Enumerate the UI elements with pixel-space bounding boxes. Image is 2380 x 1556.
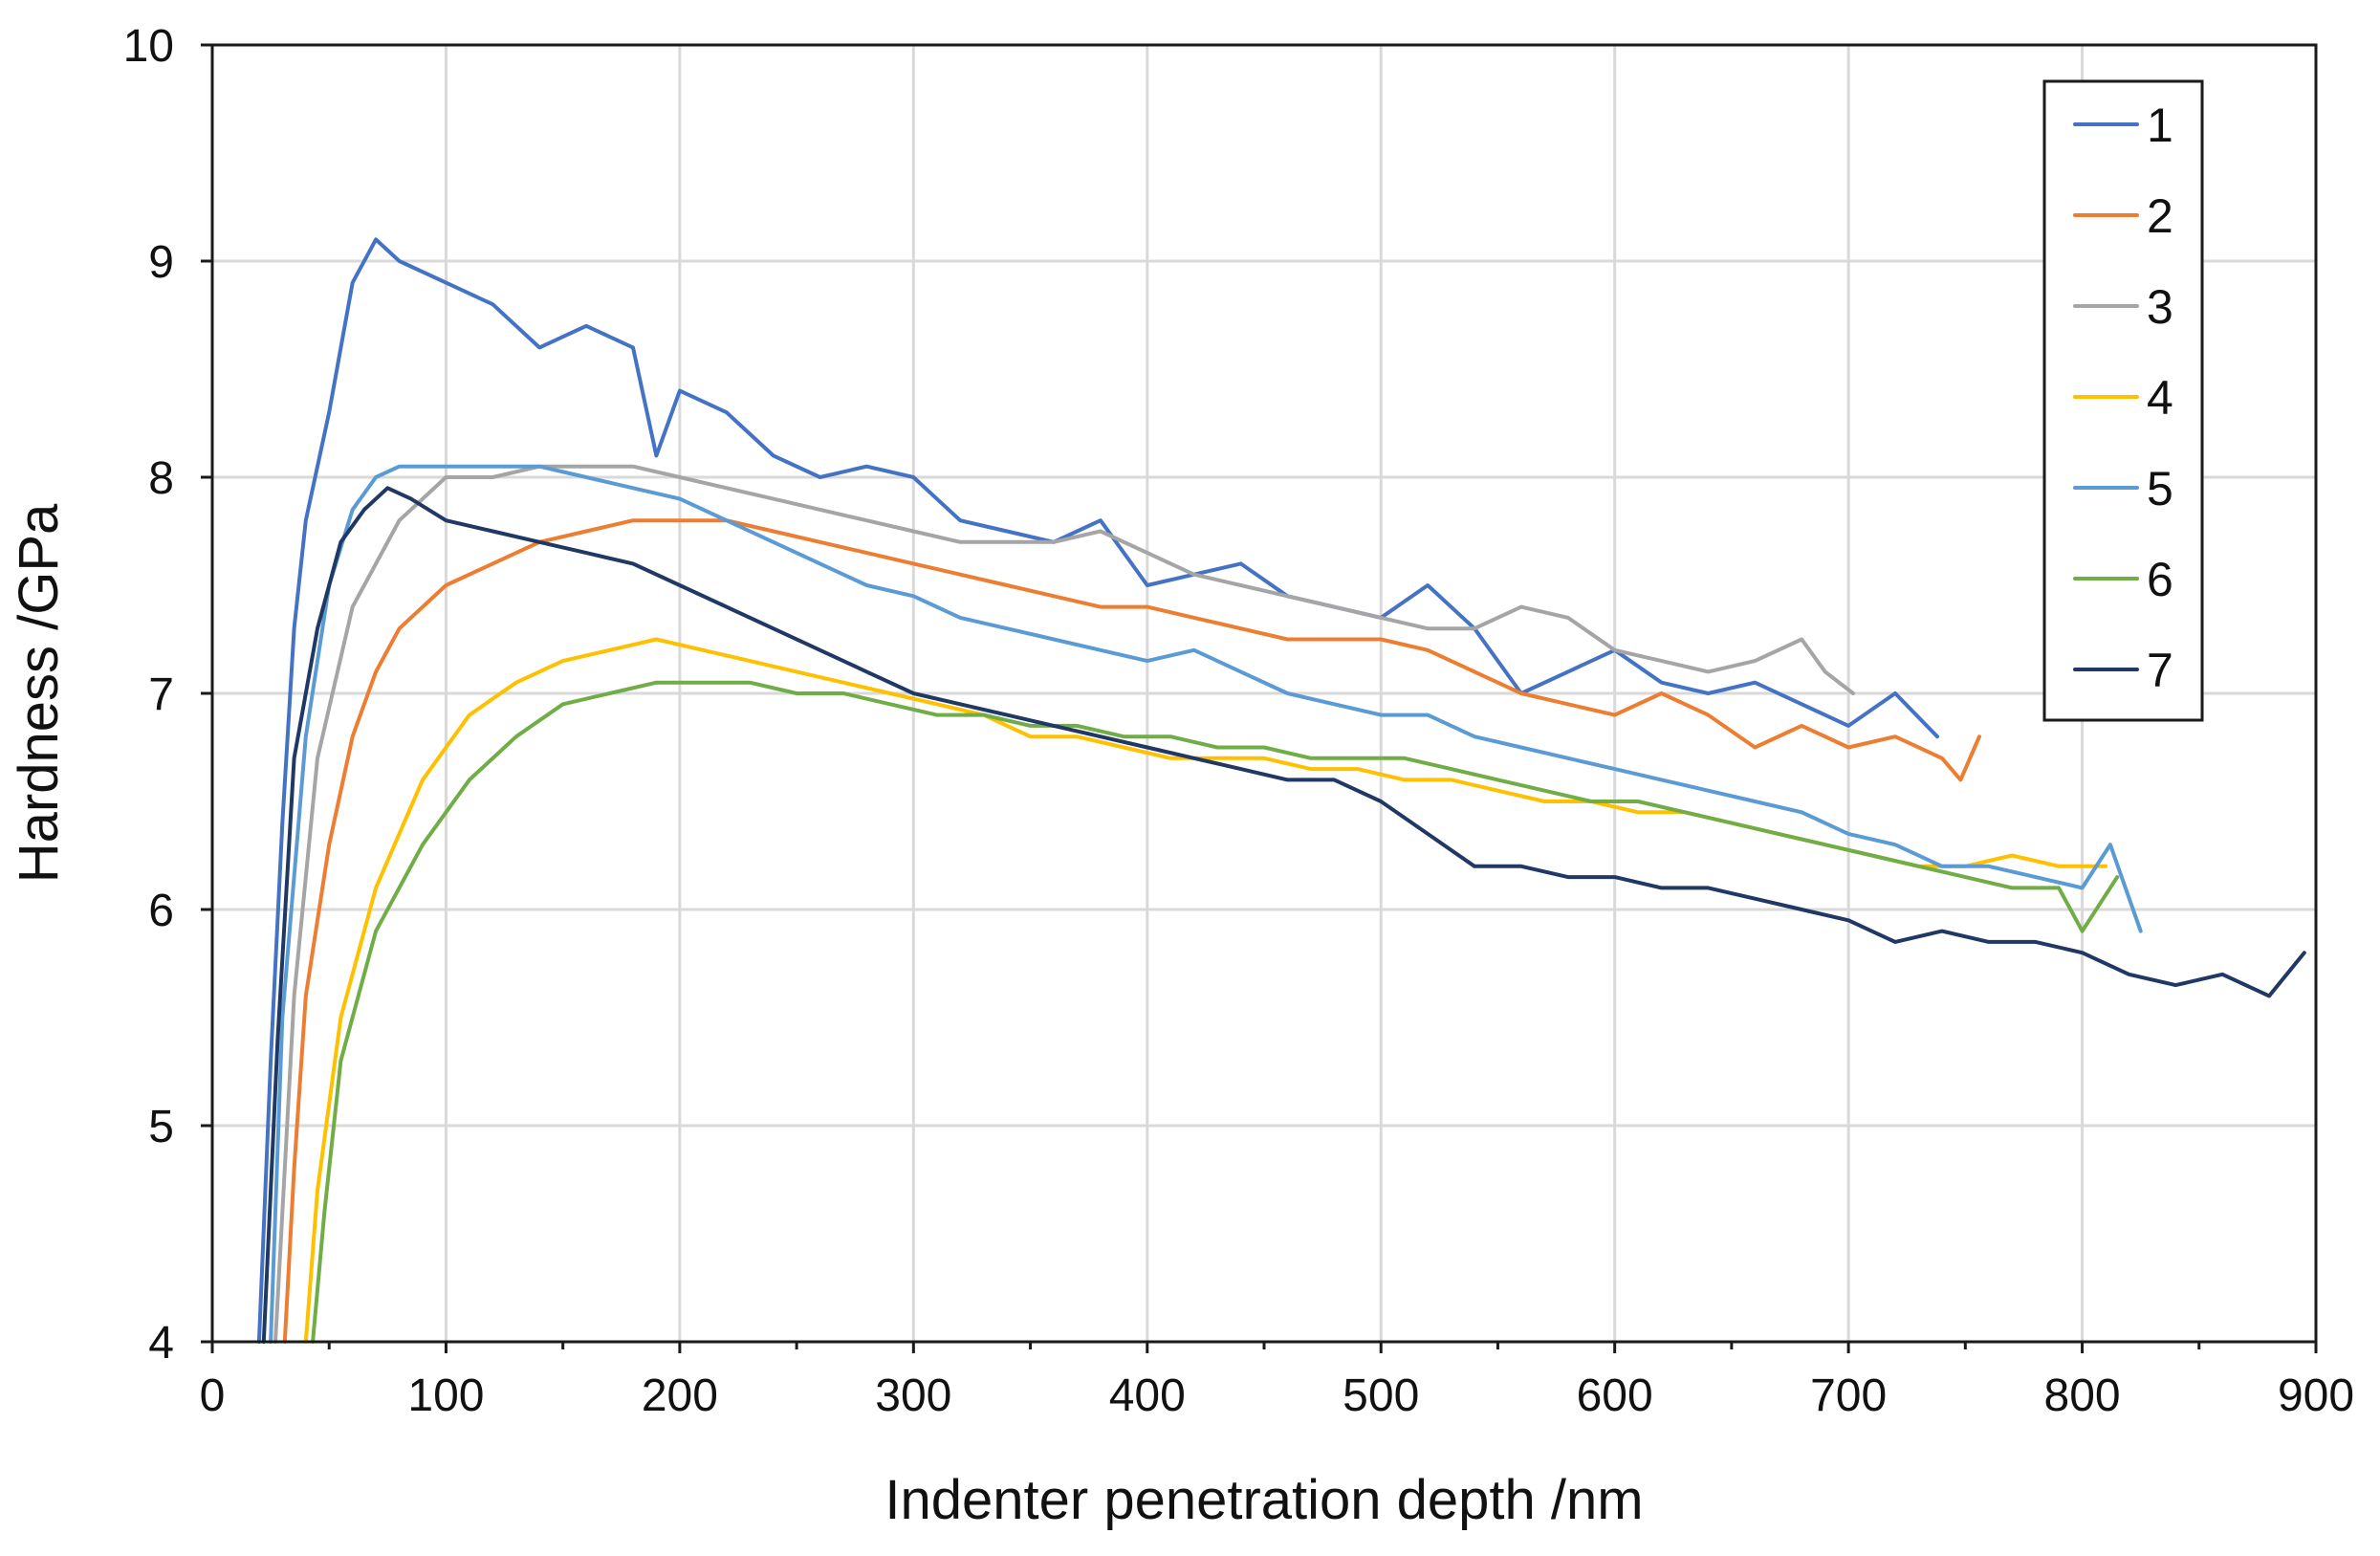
y-tick-labels: 4 5 6 7 8 9 10 [123, 21, 174, 1369]
grid [210, 43, 2318, 1344]
x-tick-labels: 0 100 200 300 400 500 600 700 800 900 [200, 1370, 2354, 1421]
y-tick-label: 9 [148, 237, 174, 288]
x-tick-label: 100 [407, 1370, 484, 1421]
series-line-1 [256, 237, 1939, 1344]
legend-label-2: 2 [2147, 189, 2173, 243]
y-tick-label: 7 [148, 669, 174, 720]
axis-ticks [201, 43, 2318, 1353]
y-tick-label: 5 [148, 1102, 174, 1152]
series-line-7 [261, 486, 2306, 1344]
legend-label-6: 6 [2147, 553, 2173, 606]
legend-label-5: 5 [2147, 462, 2173, 515]
series-line-5 [269, 464, 2143, 1344]
legend-label-1: 1 [2147, 99, 2173, 152]
x-tick-label: 700 [1810, 1370, 1887, 1421]
x-tick-label: 300 [875, 1370, 951, 1421]
x-tick-label: 0 [200, 1370, 226, 1421]
x-tick-label: 800 [2044, 1370, 2121, 1421]
series-line-6 [311, 680, 2120, 1344]
legend-box [2042, 79, 2204, 722]
legend-label-7: 7 [2147, 644, 2173, 697]
series-line-3 [273, 464, 1855, 1344]
x-tick-label: 500 [1343, 1370, 1419, 1421]
legend-label-3: 3 [2147, 280, 2173, 334]
y-tick-label: 10 [123, 21, 174, 72]
x-tick-label: 400 [1109, 1370, 1186, 1421]
x-axis-label: Indenter penetration depth /nm [884, 1469, 1643, 1531]
x-tick-label: 900 [2278, 1370, 2354, 1421]
series-lines [256, 237, 2306, 1344]
y-axis-label: Hardness /GPa [8, 503, 70, 883]
x-tick-label: 200 [642, 1370, 718, 1421]
legend: 1 2 3 4 5 6 7 [2042, 79, 2204, 722]
y-tick-label: 4 [148, 1318, 174, 1369]
x-tick-label: 600 [1577, 1370, 1653, 1421]
legend-label-4: 4 [2147, 371, 2173, 425]
series-line-2 [282, 518, 1981, 1344]
y-tick-label: 8 [148, 453, 174, 504]
y-tick-label: 6 [148, 886, 174, 936]
